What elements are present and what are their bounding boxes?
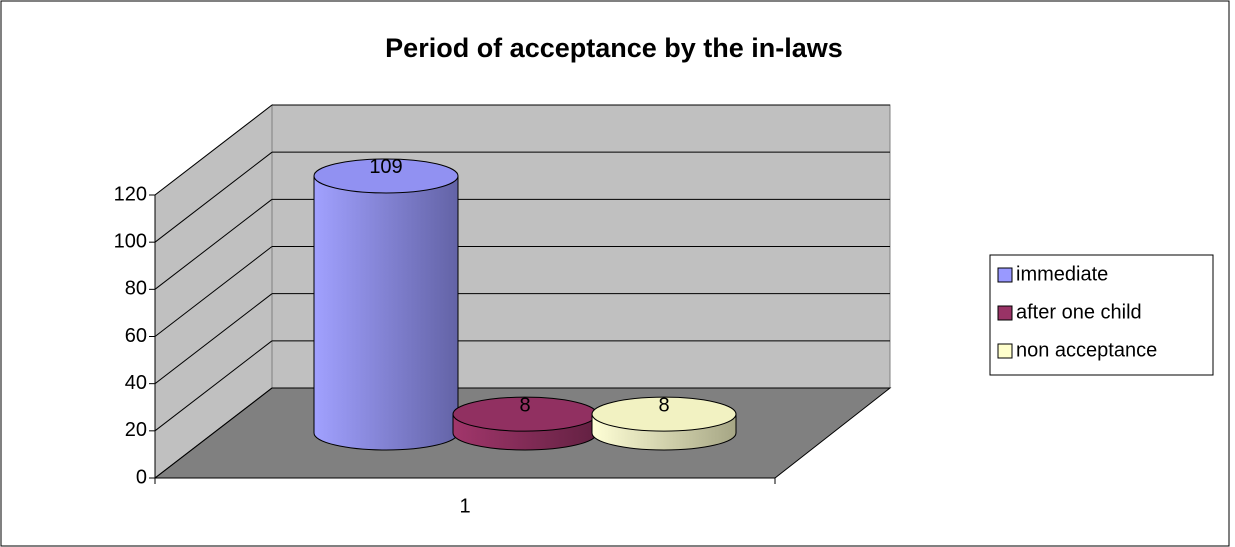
data-label: 8: [658, 394, 669, 416]
grid-line: [154, 293, 273, 385]
y-tick-label: 60: [125, 325, 147, 347]
data-label: 109: [369, 156, 402, 178]
y-tick-label: 80: [125, 278, 147, 300]
y-tick-label: 100: [114, 230, 147, 252]
y-tick-label: 20: [125, 419, 147, 441]
legend-label: after one child: [1016, 301, 1142, 323]
y-tick-label: 40: [125, 372, 147, 394]
bar-top: [591, 396, 737, 432]
legend-label: non acceptance: [1016, 339, 1157, 361]
y-tick-label: 120: [114, 183, 147, 205]
chart-title: Period of acceptance by the in-laws: [385, 33, 843, 63]
legend-swatch: [997, 343, 1013, 359]
grid-line: [154, 104, 273, 196]
x-tick-label: 1: [459, 495, 470, 517]
bar: [313, 175, 459, 451]
grid-line: [154, 151, 273, 243]
grid-line: [154, 198, 273, 290]
legend-swatch: [997, 267, 1013, 283]
legend-swatch: [997, 305, 1013, 321]
legend-label: immediate: [1016, 263, 1108, 285]
grid-line: [154, 246, 273, 337]
bar-top: [313, 158, 459, 194]
data-label: 8: [519, 394, 530, 416]
grid-line: [154, 340, 273, 432]
y-tick-label: 0: [136, 466, 147, 488]
grid-line: [154, 387, 273, 479]
legend-box: [989, 254, 1214, 376]
